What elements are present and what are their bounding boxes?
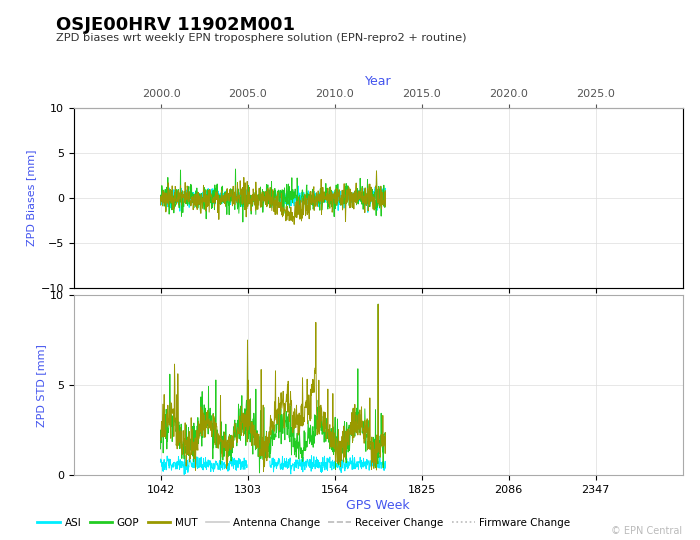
Y-axis label: ZPD STD [mm]: ZPD STD [mm]	[36, 344, 46, 427]
X-axis label: GPS Week: GPS Week	[346, 499, 410, 512]
Text: © EPN Central: © EPN Central	[611, 525, 682, 536]
Legend: ASI, GOP, MUT, Antenna Change, Receiver Change, Firmware Change: ASI, GOP, MUT, Antenna Change, Receiver …	[33, 514, 574, 532]
X-axis label: Year: Year	[365, 75, 391, 88]
Y-axis label: ZPD Biases [mm]: ZPD Biases [mm]	[26, 150, 36, 246]
Text: OSJE00HRV 11902M001: OSJE00HRV 11902M001	[56, 16, 295, 34]
Text: ZPD biases wrt weekly EPN troposphere solution (EPN-repro2 + routine): ZPD biases wrt weekly EPN troposphere so…	[56, 33, 466, 44]
